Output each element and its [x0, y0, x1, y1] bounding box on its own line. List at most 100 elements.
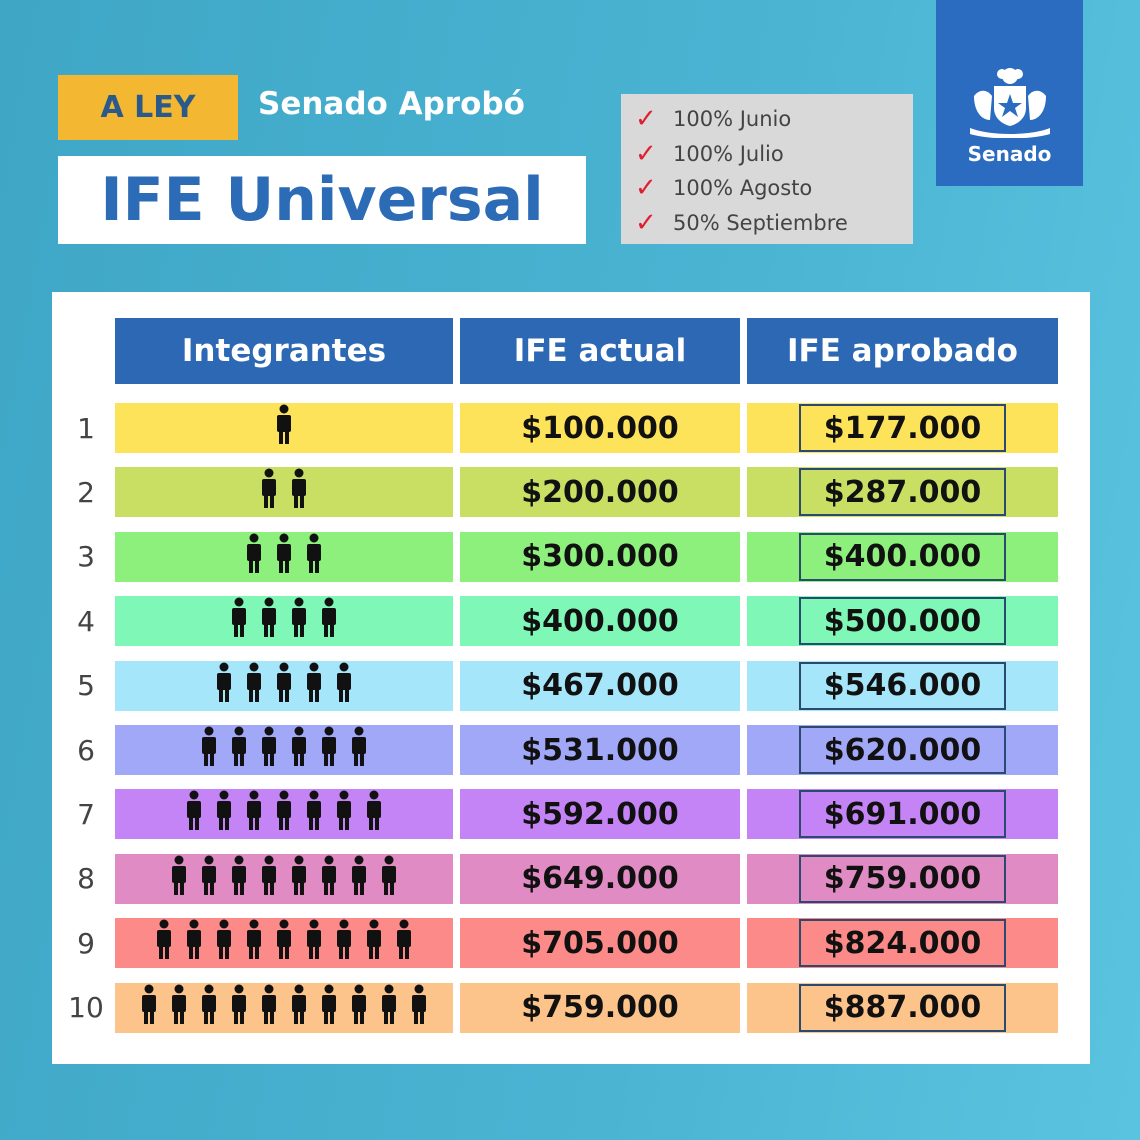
- integrantes-cell: [115, 660, 453, 711]
- person-icon: [305, 533, 323, 581]
- ife-aprobado-value: $287.000: [799, 468, 1006, 517]
- ife-aprobado-value: $500.000: [799, 597, 1006, 646]
- ife-actual-cell: $705.000: [460, 918, 740, 969]
- row-number: 8: [77, 862, 95, 896]
- person-icon: [275, 919, 293, 967]
- row-number: 9: [77, 926, 95, 960]
- person-icon: [290, 597, 308, 645]
- integrantes-cell: [115, 789, 453, 840]
- ife-actual-cell: $400.000: [460, 596, 740, 647]
- integrantes-cell: [115, 982, 453, 1033]
- person-icon: [245, 533, 263, 581]
- person-icon: [290, 984, 308, 1032]
- a-ley-badge: A LEY: [58, 75, 238, 140]
- person-icon: [320, 726, 338, 774]
- integrantes-cell: [115, 853, 453, 904]
- person-icon: [260, 855, 278, 903]
- person-icon: [320, 855, 338, 903]
- row-number: 1: [77, 411, 95, 445]
- person-icon: [275, 662, 293, 710]
- ife-aprobado-value: $620.000: [799, 726, 1006, 774]
- person-icon: [230, 855, 248, 903]
- person-icon: [335, 662, 353, 710]
- ife-aprobado-cell: $500.000: [747, 596, 1058, 647]
- month-item: ✓ 50% Septiembre: [635, 206, 913, 241]
- ife-aprobado-value: $759.000: [799, 854, 1006, 903]
- person-icon: [230, 726, 248, 774]
- person-icon: [155, 919, 173, 967]
- month-label: 100% Junio: [673, 107, 792, 132]
- person-icon: [305, 662, 323, 710]
- row-number: 3: [77, 540, 95, 574]
- senado-logo: Senado: [936, 0, 1083, 186]
- ife-actual-cell: $531.000: [460, 725, 740, 775]
- ife-aprobado-cell: $177.000: [747, 403, 1058, 453]
- person-icon: [290, 468, 308, 516]
- ife-aprobado-value: $887.000: [799, 983, 1006, 1032]
- integrantes-cell: [115, 918, 453, 969]
- person-icon: [215, 662, 233, 710]
- person-icon: [305, 919, 323, 967]
- person-icon: [140, 984, 158, 1032]
- person-icon: [245, 662, 263, 710]
- person-icon: [275, 790, 293, 838]
- row-number: 5: [77, 669, 95, 703]
- ife-aprobado-cell: $824.000: [747, 918, 1058, 969]
- person-icon: [275, 404, 293, 452]
- ife-aprobado-cell: $546.000: [747, 660, 1058, 711]
- ife-aprobado-cell: $759.000: [747, 853, 1058, 904]
- person-icon: [335, 919, 353, 967]
- person-icon: [260, 984, 278, 1032]
- person-icon: [350, 726, 368, 774]
- ife-aprobado-value: $177.000: [799, 404, 1006, 452]
- checkmark-icon: ✓: [635, 138, 657, 169]
- subtitle: Senado Aprobó: [258, 86, 525, 122]
- ife-actual-cell: $592.000: [460, 789, 740, 840]
- ife-aprobado-value: $691.000: [799, 790, 1006, 839]
- person-icon: [200, 726, 218, 774]
- person-icon: [230, 984, 248, 1032]
- checkmark-icon: ✓: [635, 104, 657, 135]
- ife-aprobado-value: $824.000: [799, 919, 1006, 968]
- person-icon: [395, 919, 413, 967]
- months-list: ✓ 100% Junio ✓ 100% Julio ✓ 100% Agosto ✓ 50…: [621, 94, 913, 244]
- month-item: ✓ 100% Julio: [635, 137, 913, 172]
- person-icon: [215, 790, 233, 838]
- person-icon: [320, 984, 338, 1032]
- row-number: 4: [77, 604, 95, 638]
- column-header-ife-actual: IFE actual: [460, 318, 740, 384]
- ife-aprobado-cell: $620.000: [747, 725, 1058, 775]
- ife-aprobado-value: $546.000: [799, 661, 1006, 710]
- person-icon: [290, 855, 308, 903]
- row-number: 2: [77, 475, 95, 509]
- logo-label: Senado: [967, 142, 1052, 166]
- ife-actual-cell: $759.000: [460, 982, 740, 1033]
- person-icon: [350, 984, 368, 1032]
- row-number: 10: [68, 991, 104, 1025]
- coat-of-arms-icon: [969, 68, 1050, 138]
- person-icon: [215, 919, 233, 967]
- ife-aprobado-cell: $287.000: [747, 467, 1058, 518]
- person-icon: [260, 597, 278, 645]
- integrantes-cell: [115, 596, 453, 647]
- month-label: 100% Julio: [673, 141, 784, 166]
- person-icon: [365, 790, 383, 838]
- ife-aprobado-cell: $400.000: [747, 531, 1058, 582]
- checkmark-icon: ✓: [635, 207, 657, 238]
- person-icon: [185, 919, 203, 967]
- person-icon: [350, 855, 368, 903]
- ife-actual-cell: $649.000: [460, 853, 740, 904]
- ife-actual-cell: $200.000: [460, 467, 740, 518]
- person-icon: [275, 533, 293, 581]
- person-icon: [290, 726, 308, 774]
- month-label: 50% Septiembre: [673, 210, 848, 235]
- ife-actual-cell: $100.000: [460, 403, 740, 453]
- month-item: ✓ 100% Agosto: [635, 171, 913, 206]
- ife-actual-cell: $467.000: [460, 660, 740, 711]
- person-icon: [380, 855, 398, 903]
- column-header-integrantes: Integrantes: [115, 318, 453, 384]
- integrantes-cell: [115, 403, 453, 453]
- integrantes-cell: [115, 725, 453, 775]
- person-icon: [230, 597, 248, 645]
- integrantes-cell: [115, 467, 453, 518]
